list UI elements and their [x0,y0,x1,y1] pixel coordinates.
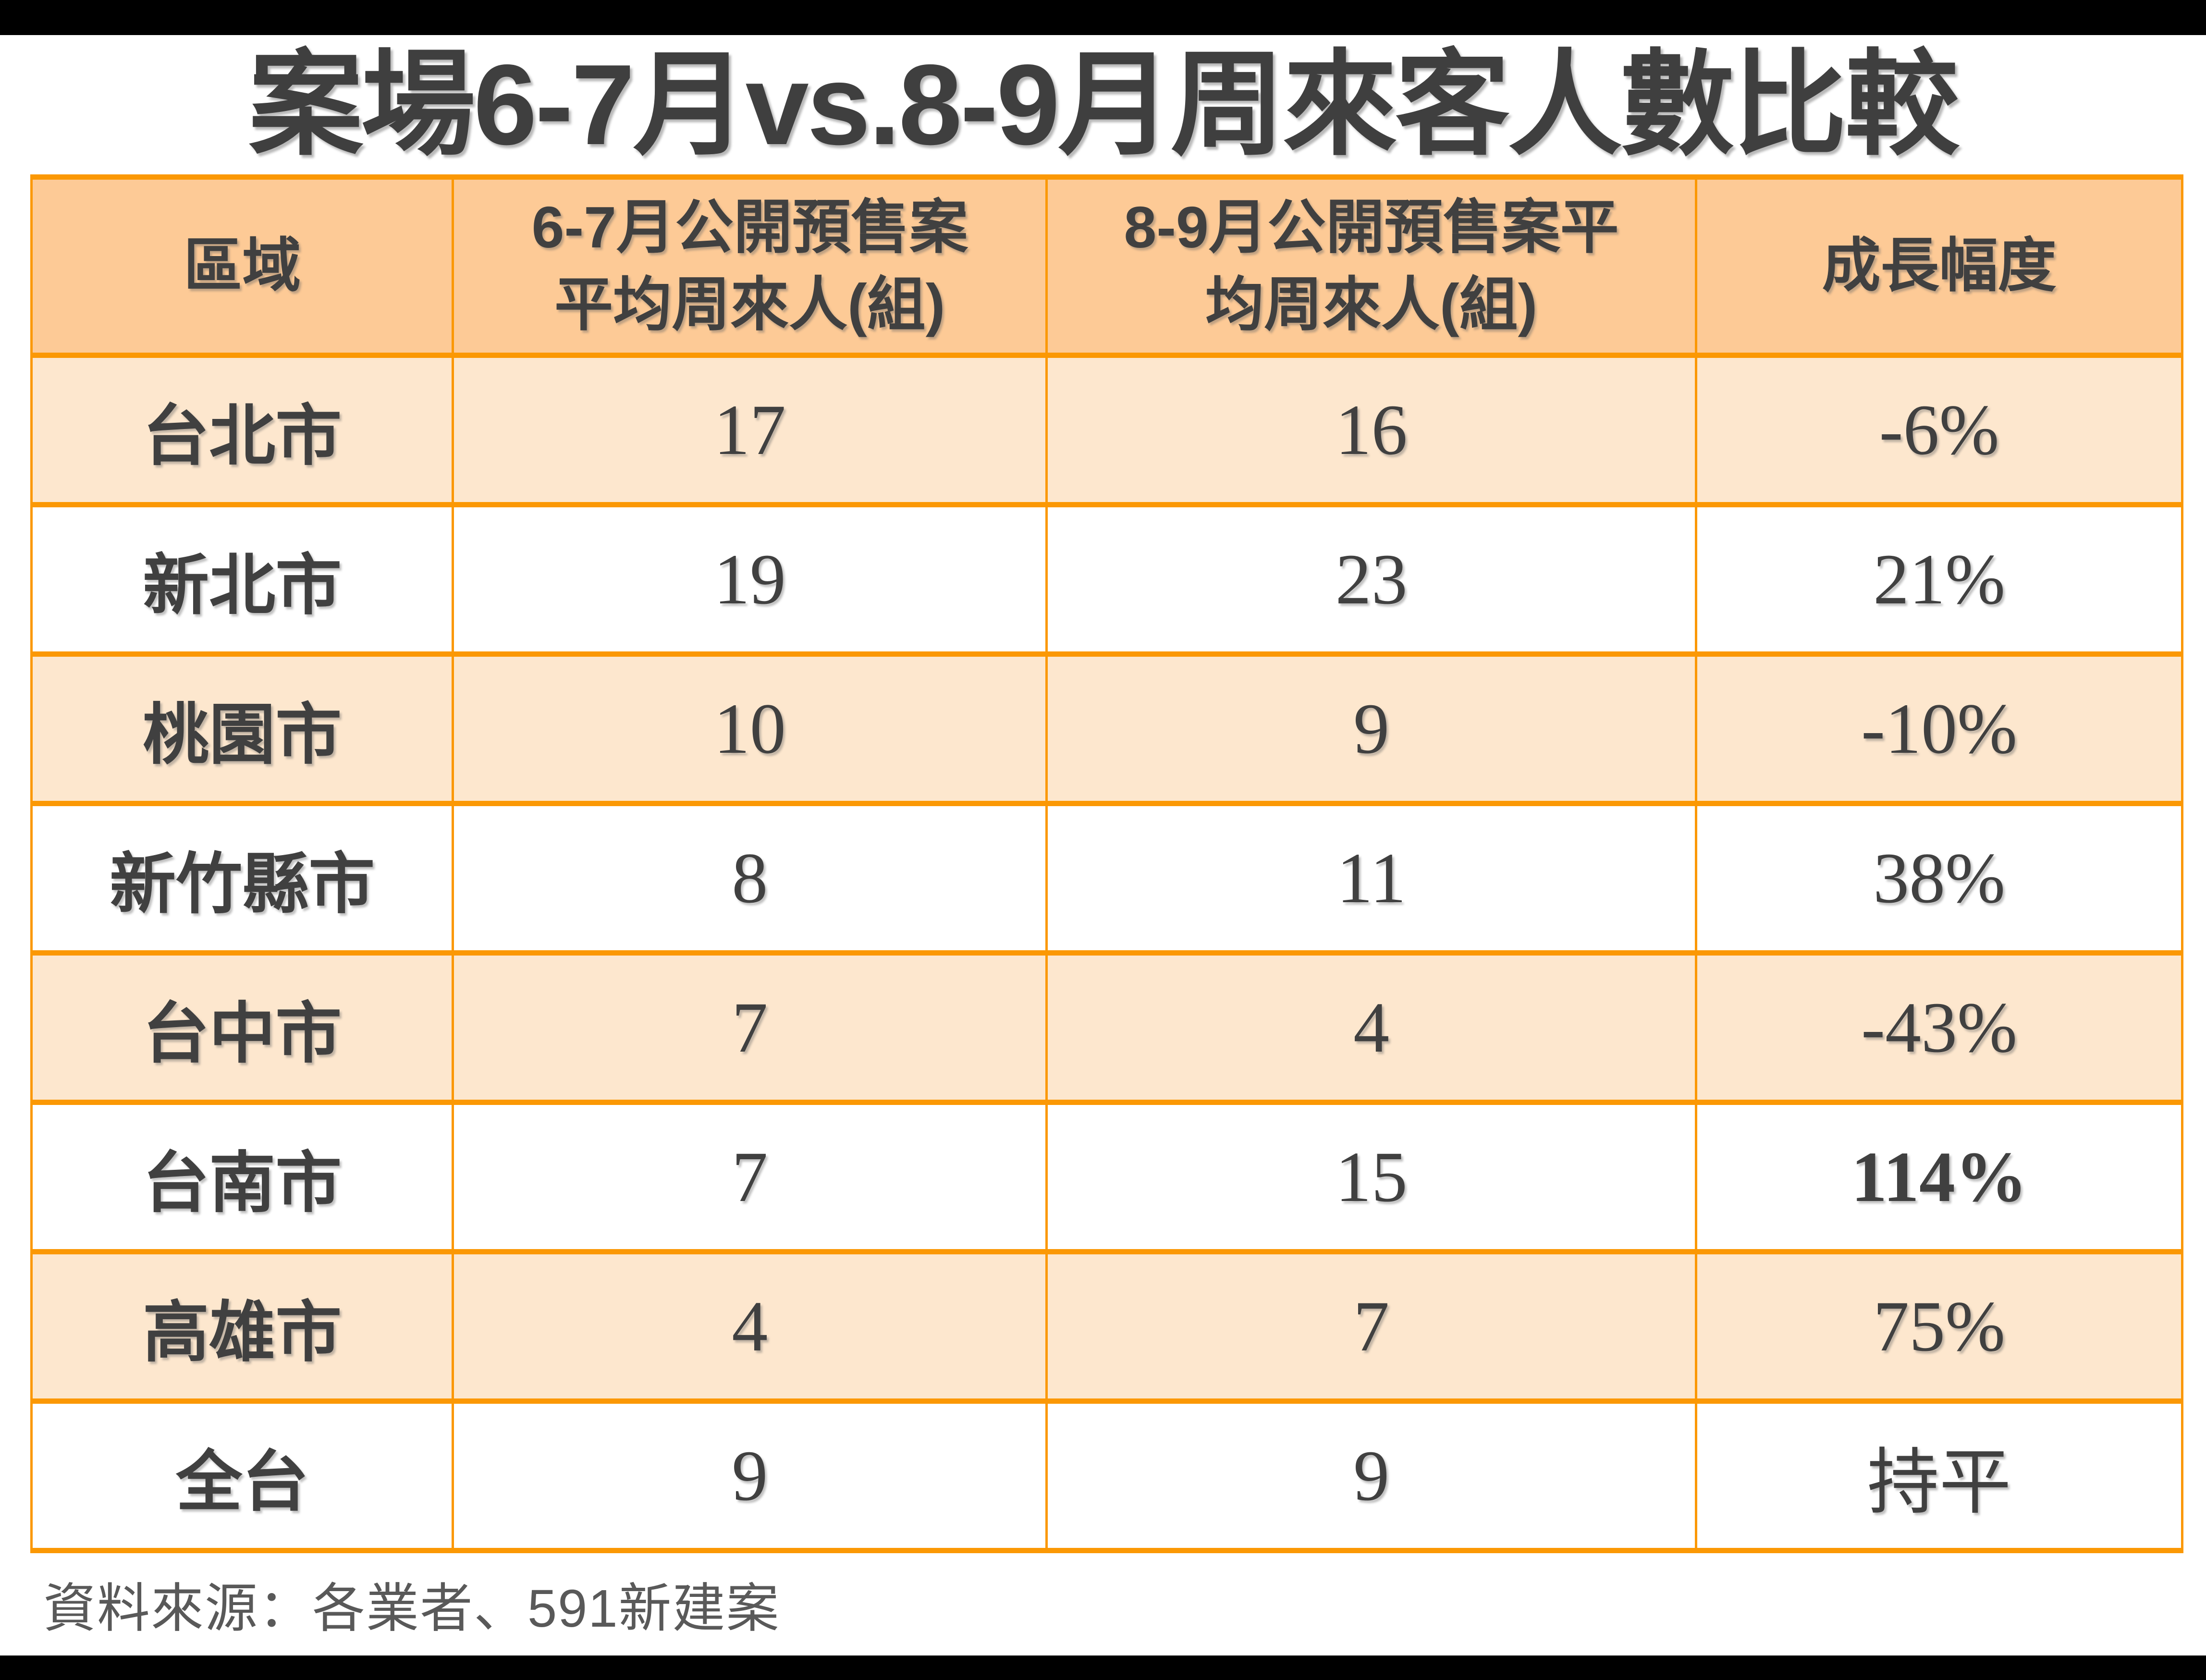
region-cell: 全台 [30,1398,454,1553]
page-title: 案場6-7月vs.8-9月周來客人數比較 [248,41,1960,169]
table-row: 全台 9 9 持平 [30,1398,2183,1553]
header-region: 區域 [30,174,454,358]
jun-jul-cell: 7 [452,1100,1048,1254]
region-cell: 新北市 [30,502,454,657]
aug-sep-cell: 4 [1045,950,1698,1105]
growth-cell: 38% [1695,801,2183,956]
table-row: 新竹縣市 8 11 38% [30,801,2183,956]
table-row: 桃園市 10 9 -10% [30,651,2183,806]
region-cell: 台南市 [30,1100,454,1254]
header-aug-sep: 8-9月公開預售案平 均周來人(組) [1045,174,1698,358]
aug-sep-cell: 9 [1045,1398,1698,1553]
jun-jul-cell: 10 [452,651,1048,806]
visitor-comparison-table: 區域 6-7月公開預售案 平均周來人(組) 8-9月公開預售案平 均周來人(組)… [30,174,2183,1553]
region-cell: 高雄市 [30,1249,454,1404]
region-cell: 桃園市 [30,651,454,806]
aug-sep-cell: 23 [1045,502,1698,657]
growth-cell: -6% [1695,353,2183,507]
aug-sep-cell: 11 [1045,801,1698,956]
header-jun-jul: 6-7月公開預售案 平均周來人(組) [452,174,1048,358]
growth-cell: 75% [1695,1249,2183,1404]
table-row: 台北市 17 16 -6% [30,353,2183,507]
aug-sep-cell: 7 [1045,1249,1698,1404]
table-row: 新北市 19 23 21% [30,502,2183,657]
jun-jul-cell: 4 [452,1249,1048,1404]
jun-jul-cell: 9 [452,1398,1048,1553]
region-cell: 台中市 [30,950,454,1105]
source-note: 資料來源：各業者、591新建案 [43,1579,780,1638]
table-row: 高雄市 4 7 75% [30,1249,2183,1404]
top-letterbox-bar [0,0,2206,35]
jun-jul-cell: 17 [452,353,1048,507]
jun-jul-cell: 8 [452,801,1048,956]
growth-cell: -10% [1695,651,2183,806]
jun-jul-cell: 7 [452,950,1048,1105]
aug-sep-cell: 16 [1045,353,1698,507]
header-row: 區域 6-7月公開預售案 平均周來人(組) 8-9月公開預售案平 均周來人(組)… [30,174,2183,358]
growth-cell: 持平 [1695,1398,2183,1553]
bottom-letterbox-bar [0,1655,2206,1680]
aug-sep-cell: 15 [1045,1100,1698,1254]
growth-cell: 114% [1695,1100,2183,1254]
growth-cell: -43% [1695,950,2183,1105]
header-growth: 成長幅度 [1695,174,2183,358]
growth-cell: 21% [1695,502,2183,657]
jun-jul-cell: 19 [452,502,1048,657]
region-cell: 新竹縣市 [30,801,454,956]
region-cell: 台北市 [30,353,454,507]
table-row: 台中市 7 4 -43% [30,950,2183,1105]
aug-sep-cell: 9 [1045,651,1698,806]
table-row: 台南市 7 15 114% [30,1100,2183,1254]
